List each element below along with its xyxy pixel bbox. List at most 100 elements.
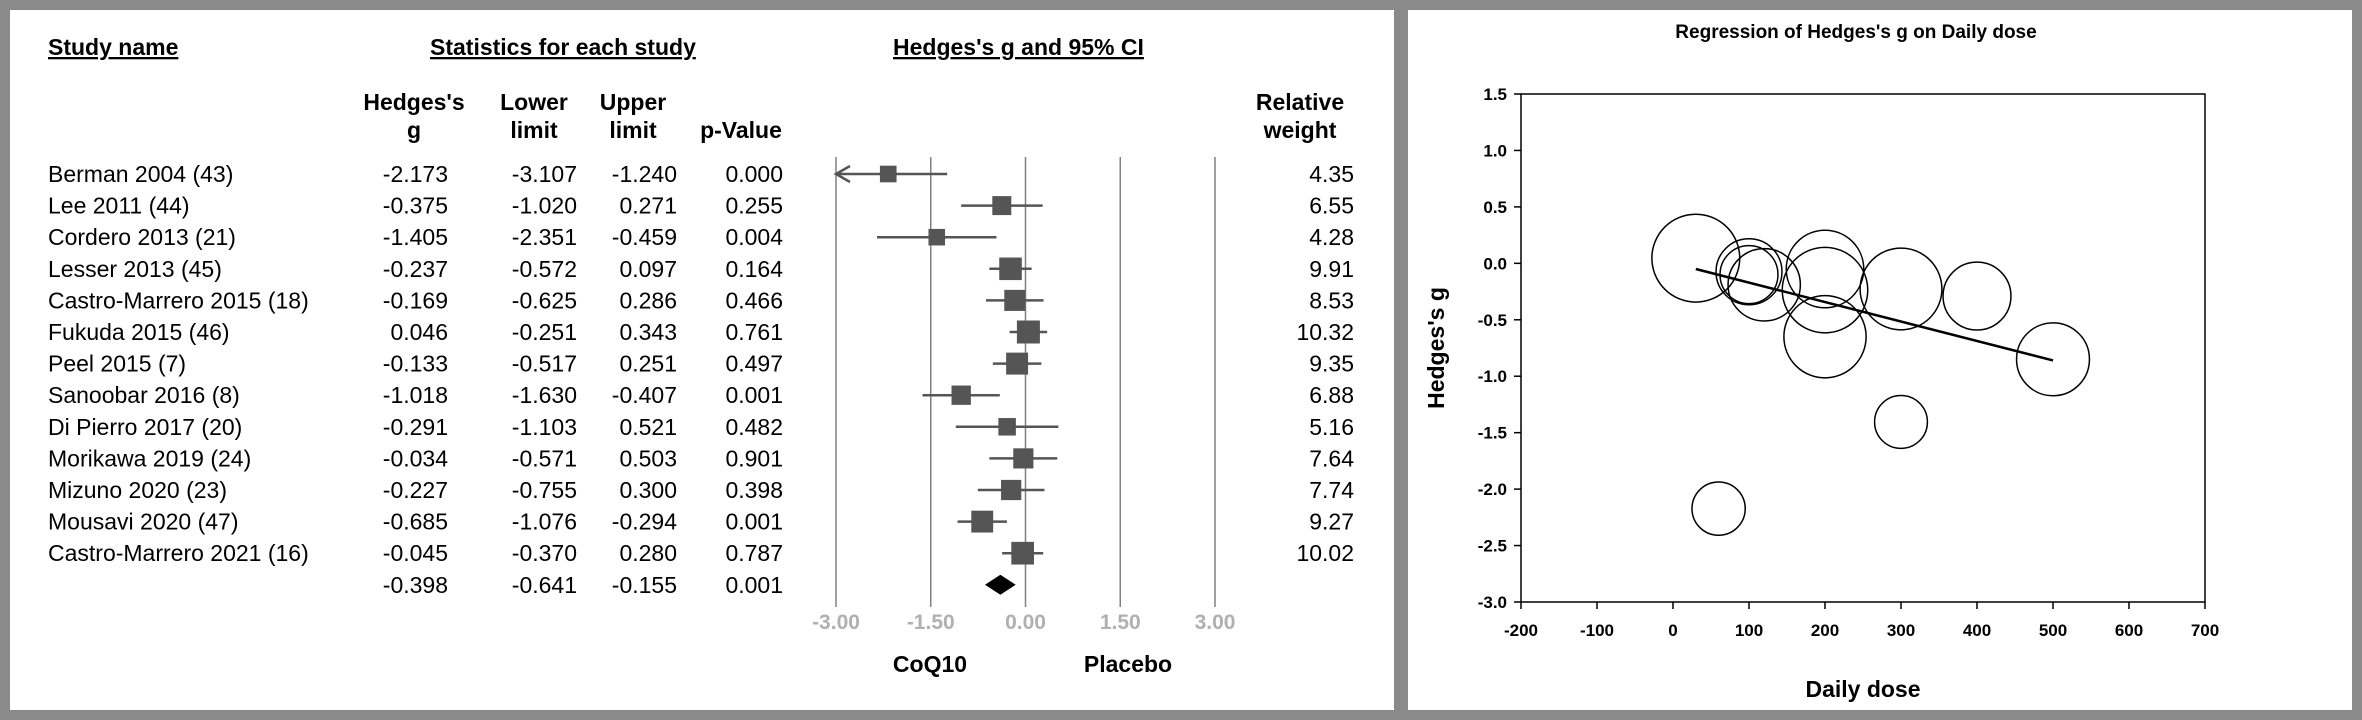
y-tick-label: 1.0 — [1483, 141, 1507, 160]
study-bubble — [1715, 238, 1783, 306]
lower-limit-value: -1.630 — [512, 382, 577, 408]
col-g-line1: Hedges's — [363, 89, 464, 115]
hedges-g-value: -1.018 — [383, 382, 448, 408]
x-axis-label: Daily dose — [1805, 676, 1920, 702]
hedges-g-value: -2.173 — [383, 161, 448, 187]
hedges-g-value: -0.045 — [383, 540, 448, 566]
hedges-g-value: -1.405 — [383, 224, 448, 250]
regression-title: Regression of Hedges's g on Daily dose — [1675, 22, 2036, 43]
relative-weight-value: 10.02 — [1296, 540, 1354, 566]
relative-weight-value: 7.64 — [1309, 445, 1354, 471]
study-name: Sanoobar 2016 (8) — [48, 382, 240, 408]
effect-size-marker — [951, 385, 971, 405]
relative-weight-value: 9.35 — [1309, 351, 1354, 377]
p-value: 0.398 — [725, 477, 783, 503]
study-name-header: Study name — [48, 34, 178, 60]
study-name: Peel 2015 (7) — [48, 351, 186, 377]
hedges-g-value: -0.291 — [383, 414, 448, 440]
study-name: Berman 2004 (43) — [48, 161, 233, 187]
statistics-header: Statistics for each study — [430, 34, 696, 60]
relative-weight-value: 9.27 — [1309, 509, 1354, 535]
x-tick-label: 300 — [1887, 621, 1915, 640]
study-name: Castro-Marrero 2015 (18) — [48, 287, 309, 313]
p-value: 0.001 — [725, 382, 783, 408]
upper-limit-value: 0.251 — [619, 351, 677, 377]
forest-plot: Study name Statistics for each study Hed… — [48, 34, 1354, 677]
lower-limit-value: -0.572 — [512, 256, 577, 282]
lower-limit-value: -2.351 — [512, 224, 577, 250]
upper-limit-value: 0.343 — [619, 319, 677, 345]
lower-limit-value: -0.517 — [512, 351, 577, 377]
upper-limit-value: 0.300 — [619, 477, 677, 503]
upper-limit-value: 0.271 — [619, 193, 677, 219]
p-value: 0.000 — [725, 161, 783, 187]
pooled-lower-value: -0.641 — [512, 572, 577, 598]
forest-plot-panel: Study name Statistics for each study Hed… — [10, 10, 1394, 710]
x-tick-label: -100 — [1580, 621, 1614, 640]
lower-limit-value: -0.755 — [512, 477, 577, 503]
study-name: Di Pierro 2017 (20) — [48, 414, 242, 440]
regression-panel: Regression of Hedges's g on Daily dose -… — [1408, 10, 2352, 710]
p-value: 0.787 — [725, 540, 783, 566]
effect-size-marker — [998, 418, 1016, 436]
relative-weight-value: 4.35 — [1309, 161, 1354, 187]
hedges-g-value: -0.034 — [383, 445, 448, 471]
study-bubble — [1781, 246, 1869, 334]
y-tick-label: 1.5 — [1483, 85, 1507, 104]
p-value: 0.004 — [725, 224, 783, 250]
p-value: 0.482 — [725, 414, 783, 440]
effect-size-marker — [1013, 448, 1034, 469]
plot-area-frame — [1520, 93, 2206, 603]
study-bubble — [1859, 247, 1943, 331]
upper-limit-value: -0.294 — [612, 509, 677, 535]
x-tick-label: 100 — [1735, 621, 1763, 640]
x-tick-label: -200 — [1504, 621, 1538, 640]
hedges-g-value: -0.133 — [383, 351, 448, 377]
study-name: Lee 2011 (44) — [48, 193, 190, 219]
study-bubble — [1727, 247, 1802, 322]
hedges-g-value: -0.375 — [383, 193, 448, 219]
lower-limit-value: -0.251 — [512, 319, 577, 345]
hedges-g-value: -0.169 — [383, 287, 448, 313]
study-name: Morikawa 2019 (24) — [48, 445, 251, 471]
col-weight-line1: Relative — [1256, 89, 1344, 115]
x-tick-label: 600 — [2115, 621, 2143, 640]
relative-weight-value: 6.88 — [1309, 382, 1354, 408]
pooled-g-value: -0.398 — [383, 572, 448, 598]
forest-tick-label: -1.50 — [907, 611, 955, 634]
lower-limit-value: -0.625 — [512, 287, 577, 313]
y-tick-label: -2.5 — [1478, 537, 1507, 556]
upper-limit-value: -0.459 — [612, 224, 677, 250]
p-value: 0.497 — [725, 351, 783, 377]
study-bubble — [2015, 322, 2091, 397]
ci-arrow — [833, 164, 851, 184]
study-bubble — [1873, 394, 1929, 450]
lower-limit-value: -1.020 — [512, 193, 577, 219]
x-tick-label: 400 — [1963, 621, 1991, 640]
effect-size-marker — [879, 165, 897, 183]
study-name: Fukuda 2015 (46) — [48, 319, 230, 345]
regression-plot: Regression of Hedges's g on Daily dose -… — [1423, 22, 2219, 702]
study-bubble — [1651, 213, 1741, 303]
col-upper-line2: limit — [609, 117, 657, 143]
forest-tick-label: 3.00 — [1195, 611, 1236, 634]
effect-size-marker — [999, 257, 1022, 281]
regression-line — [1695, 267, 2054, 362]
x-tick-label: 0 — [1668, 621, 1677, 640]
study-bubble — [1691, 481, 1746, 537]
p-value: 0.761 — [725, 319, 783, 345]
forest-tick-label: 0.00 — [1005, 611, 1046, 634]
y-tick-label: -1.0 — [1478, 367, 1507, 386]
study-name: Castro-Marrero 2021 (16) — [48, 540, 309, 566]
p-value: 0.466 — [725, 287, 783, 313]
relative-weight-value: 10.32 — [1296, 319, 1354, 345]
y-tick-label: -0.5 — [1478, 311, 1507, 330]
upper-limit-value: 0.521 — [619, 414, 677, 440]
y-axis-label: Hedges's g — [1423, 287, 1449, 409]
x-tick-label: 700 — [2191, 621, 2219, 640]
study-bubble — [1785, 229, 1865, 309]
effect-size-marker — [1011, 541, 1034, 565]
forest-tick-label: -3.00 — [812, 611, 860, 634]
effect-size-marker — [928, 228, 946, 246]
upper-limit-value: -0.407 — [612, 382, 677, 408]
